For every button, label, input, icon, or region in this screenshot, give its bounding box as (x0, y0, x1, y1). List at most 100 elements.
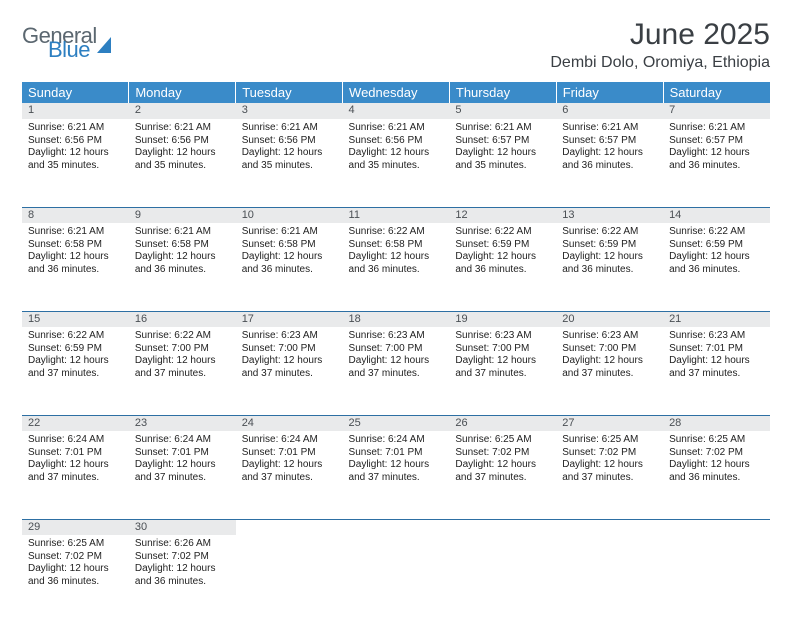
sunset-text: Sunset: 6:58 PM (135, 239, 230, 252)
daylight-text: Daylight: 12 hours and 35 minutes. (455, 147, 550, 172)
day-cell: Sunrise: 6:22 AMSunset: 6:58 PMDaylight:… (343, 223, 450, 282)
sunrise-text: Sunrise: 6:21 AM (669, 122, 764, 135)
empty-day-number (236, 519, 343, 535)
daylight-text: Daylight: 12 hours and 35 minutes. (135, 147, 230, 172)
day-number: 1 (22, 103, 129, 119)
day-number: 29 (22, 519, 129, 535)
sunrise-text: Sunrise: 6:24 AM (135, 434, 230, 447)
daylight-text: Daylight: 12 hours and 37 minutes. (135, 459, 230, 484)
daylight-text: Daylight: 12 hours and 37 minutes. (242, 459, 337, 484)
sunrise-text: Sunrise: 6:21 AM (242, 122, 337, 135)
weekday-header: Wednesday (343, 82, 450, 103)
day-number: 13 (556, 207, 663, 223)
sunrise-text: Sunrise: 6:25 AM (562, 434, 657, 447)
day-content-row: Sunrise: 6:25 AMSunset: 7:02 PMDaylight:… (22, 535, 770, 623)
sunrise-text: Sunrise: 6:21 AM (455, 122, 550, 135)
sunrise-text: Sunrise: 6:25 AM (455, 434, 550, 447)
sunrise-text: Sunrise: 6:23 AM (349, 330, 444, 343)
weekday-header: Friday (556, 82, 663, 103)
day-cell: Sunrise: 6:25 AMSunset: 7:02 PMDaylight:… (663, 431, 770, 490)
daylight-text: Daylight: 12 hours and 37 minutes. (669, 355, 764, 380)
day-number: 23 (129, 415, 236, 431)
weekday-header-row: SundayMondayTuesdayWednesdayThursdayFrid… (22, 82, 770, 103)
sunset-text: Sunset: 6:56 PM (28, 135, 123, 148)
daylight-text: Daylight: 12 hours and 36 minutes. (242, 251, 337, 276)
sunrise-text: Sunrise: 6:21 AM (242, 226, 337, 239)
day-number-row: 15161718192021 (22, 311, 770, 327)
sunset-text: Sunset: 7:01 PM (349, 447, 444, 460)
daylight-text: Daylight: 12 hours and 36 minutes. (28, 251, 123, 276)
empty-day-cell (236, 535, 343, 623)
empty-day-number (556, 519, 663, 535)
day-cell: Sunrise: 6:21 AMSunset: 6:56 PMDaylight:… (343, 119, 450, 178)
daylight-text: Daylight: 12 hours and 37 minutes. (135, 355, 230, 380)
day-number: 16 (129, 311, 236, 327)
day-number: 20 (556, 311, 663, 327)
sunrise-text: Sunrise: 6:21 AM (135, 122, 230, 135)
daylight-text: Daylight: 12 hours and 36 minutes. (455, 251, 550, 276)
day-cell: Sunrise: 6:23 AMSunset: 7:00 PMDaylight:… (343, 327, 450, 386)
daylight-text: Daylight: 12 hours and 36 minutes. (562, 147, 657, 172)
day-number: 2 (129, 103, 236, 119)
day-number: 22 (22, 415, 129, 431)
day-cell: Sunrise: 6:21 AMSunset: 6:57 PMDaylight:… (556, 119, 663, 178)
sunset-text: Sunset: 6:57 PM (669, 135, 764, 148)
day-number: 3 (236, 103, 343, 119)
day-cell: Sunrise: 6:22 AMSunset: 7:00 PMDaylight:… (129, 327, 236, 386)
day-number: 10 (236, 207, 343, 223)
sunset-text: Sunset: 6:56 PM (349, 135, 444, 148)
day-cell: Sunrise: 6:21 AMSunset: 6:57 PMDaylight:… (663, 119, 770, 178)
empty-day-cell (343, 535, 450, 623)
sunset-text: Sunset: 6:59 PM (562, 239, 657, 252)
daylight-text: Daylight: 12 hours and 37 minutes. (455, 459, 550, 484)
day-number: 9 (129, 207, 236, 223)
sunset-text: Sunset: 7:00 PM (135, 343, 230, 356)
day-cell: Sunrise: 6:24 AMSunset: 7:01 PMDaylight:… (236, 431, 343, 490)
sunset-text: Sunset: 6:58 PM (242, 239, 337, 252)
day-cell: Sunrise: 6:21 AMSunset: 6:57 PMDaylight:… (449, 119, 556, 178)
daylight-text: Daylight: 12 hours and 36 minutes. (669, 251, 764, 276)
day-cell: Sunrise: 6:24 AMSunset: 7:01 PMDaylight:… (22, 431, 129, 490)
day-cell: Sunrise: 6:21 AMSunset: 6:56 PMDaylight:… (129, 119, 236, 178)
empty-day-cell (449, 535, 556, 623)
day-cell: Sunrise: 6:24 AMSunset: 7:01 PMDaylight:… (129, 431, 236, 490)
sunrise-text: Sunrise: 6:21 AM (135, 226, 230, 239)
sunrise-text: Sunrise: 6:22 AM (455, 226, 550, 239)
daylight-text: Daylight: 12 hours and 35 minutes. (242, 147, 337, 172)
month-title: June 2025 (550, 18, 770, 52)
sunset-text: Sunset: 6:59 PM (28, 343, 123, 356)
day-cell: Sunrise: 6:21 AMSunset: 6:58 PMDaylight:… (129, 223, 236, 282)
day-cell: Sunrise: 6:23 AMSunset: 7:00 PMDaylight:… (556, 327, 663, 386)
daylight-text: Daylight: 12 hours and 36 minutes. (135, 251, 230, 276)
sunset-text: Sunset: 6:56 PM (242, 135, 337, 148)
sunset-text: Sunset: 7:02 PM (562, 447, 657, 460)
day-number: 30 (129, 519, 236, 535)
calendar-body: 1234567Sunrise: 6:21 AMSunset: 6:56 PMDa… (22, 103, 770, 623)
daylight-text: Daylight: 12 hours and 37 minutes. (349, 459, 444, 484)
title-block: June 2025 Dembi Dolo, Oromiya, Ethiopia (550, 18, 770, 72)
empty-day-number (663, 519, 770, 535)
day-cell: Sunrise: 6:21 AMSunset: 6:56 PMDaylight:… (22, 119, 129, 178)
sunrise-text: Sunrise: 6:25 AM (669, 434, 764, 447)
day-cell: Sunrise: 6:25 AMSunset: 7:02 PMDaylight:… (22, 535, 129, 594)
day-cell: Sunrise: 6:23 AMSunset: 7:00 PMDaylight:… (449, 327, 556, 386)
day-cell: Sunrise: 6:21 AMSunset: 6:56 PMDaylight:… (236, 119, 343, 178)
weekday-header: Sunday (22, 82, 129, 103)
sunset-text: Sunset: 7:00 PM (242, 343, 337, 356)
sunrise-text: Sunrise: 6:22 AM (669, 226, 764, 239)
day-number: 11 (343, 207, 450, 223)
sunrise-text: Sunrise: 6:23 AM (562, 330, 657, 343)
sunrise-text: Sunrise: 6:21 AM (562, 122, 657, 135)
sunrise-text: Sunrise: 6:21 AM (349, 122, 444, 135)
page-header: General Blue June 2025 Dembi Dolo, Oromi… (22, 18, 770, 72)
daylight-text: Daylight: 12 hours and 36 minutes. (28, 563, 123, 588)
daylight-text: Daylight: 12 hours and 36 minutes. (669, 459, 764, 484)
day-content-row: Sunrise: 6:22 AMSunset: 6:59 PMDaylight:… (22, 327, 770, 415)
day-number: 14 (663, 207, 770, 223)
sunset-text: Sunset: 7:01 PM (135, 447, 230, 460)
weekday-header: Thursday (449, 82, 556, 103)
sunset-text: Sunset: 7:01 PM (28, 447, 123, 460)
day-cell: Sunrise: 6:22 AMSunset: 6:59 PMDaylight:… (22, 327, 129, 386)
sunset-text: Sunset: 7:02 PM (669, 447, 764, 460)
day-content-row: Sunrise: 6:21 AMSunset: 6:58 PMDaylight:… (22, 223, 770, 311)
